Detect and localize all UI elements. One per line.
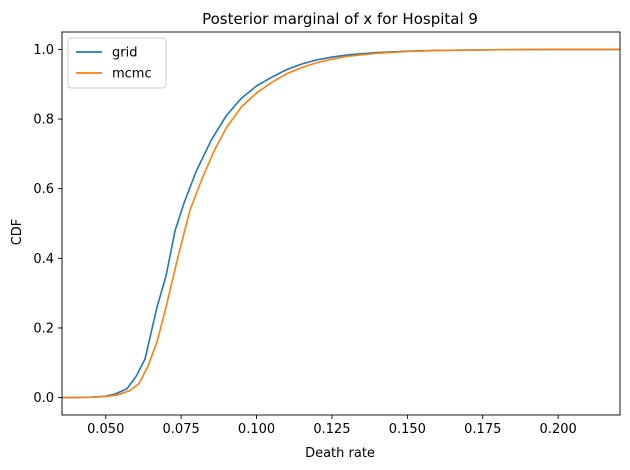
axes-frame	[61, 31, 621, 416]
y-tick-label: 0.4	[33, 252, 54, 267]
legend-box	[67, 37, 167, 89]
x-tick-label: 0.200	[540, 422, 577, 437]
y-tick-label: 0.0	[33, 391, 54, 406]
chart-title: Posterior marginal of x for Hospital 9	[202, 10, 478, 28]
y-tick-label: 0.8	[33, 113, 54, 128]
x-tick-label: 0.075	[163, 422, 200, 437]
x-tick-label: 0.050	[87, 422, 124, 437]
x-tick-label: 0.150	[389, 422, 426, 437]
series-line-grid	[62, 48, 620, 399]
legend-label-grid: grid	[112, 46, 137, 61]
x-tick-label: 0.125	[313, 422, 350, 437]
series-layer	[62, 48, 620, 399]
axes: 0.050 0.075 0.100 0.125 0.150 0.175 0.200 0.0 0.…	[33, 31, 621, 437]
series-line-mcmc	[62, 48, 620, 399]
y-axis-title: CDF	[10, 219, 25, 246]
x-tick-label: 0.175	[464, 422, 501, 437]
legend: grid mcmc	[67, 37, 167, 89]
y-tick-label: 0.6	[33, 182, 54, 197]
x-tick-label: 0.100	[238, 422, 275, 437]
y-tick-label: 1.0	[33, 43, 54, 58]
legend-label-mcmc: mcmc	[112, 67, 152, 82]
x-axis-title: Death rate	[305, 446, 375, 461]
y-tick-label: 0.2	[33, 321, 54, 336]
